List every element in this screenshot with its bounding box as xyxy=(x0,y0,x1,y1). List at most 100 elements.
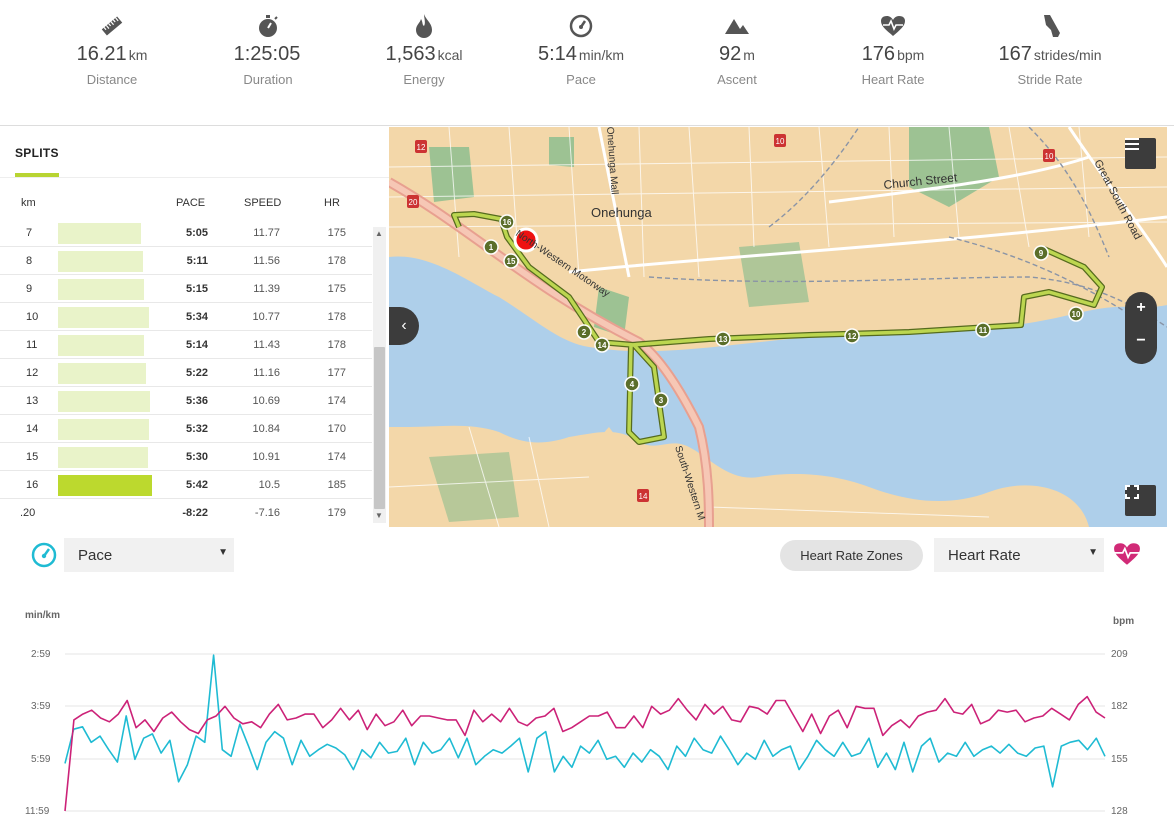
route-marker[interactable]: 16 xyxy=(499,214,515,230)
splits-scrollbar[interactable]: ▲ ▼ xyxy=(373,227,386,523)
pace-bar xyxy=(58,223,141,244)
right-metric-select[interactable]: Heart Rate ▼ xyxy=(934,538,1104,572)
split-hr: 177 xyxy=(327,367,346,379)
stat-stride-rate: 167 strides/min Stride Rate xyxy=(975,12,1125,87)
dropdown-arrow-icon: ▼ xyxy=(218,547,228,558)
stat-value: 92 xyxy=(719,43,742,65)
road-shield-label: 10 xyxy=(1045,152,1054,161)
right-axis-label: bpm xyxy=(1113,616,1134,627)
split-pace: -8:22 xyxy=(182,507,208,519)
table-row[interactable]: 14 5:32 10.84 170 xyxy=(0,415,372,443)
route-marker[interactable]: 12 xyxy=(844,328,860,344)
stat-unit: m xyxy=(743,47,755,63)
tab-active-indicator xyxy=(15,173,59,177)
right-tick-label: 182 xyxy=(1111,701,1128,712)
fullscreen-button[interactable] xyxy=(1125,485,1156,516)
pace-bar xyxy=(58,363,146,384)
table-row[interactable]: 11 5:14 11.43 178 xyxy=(0,331,372,359)
summary-bar: 16.21 km Distance 1:25:05 Duration 1,563 k… xyxy=(0,0,1174,126)
splits-table: 7 5:05 11.77 175 8 5:11 11.56 178 9 5:15… xyxy=(0,219,372,527)
route-marker[interactable]: 1 xyxy=(483,239,499,255)
split-km: 16 xyxy=(26,479,39,491)
header-pace: PACE xyxy=(176,197,206,209)
park-area xyxy=(429,147,474,202)
stat-value: 1:25:05 xyxy=(233,43,301,65)
table-row[interactable]: 13 5:36 10.69 174 xyxy=(0,387,372,415)
route-marker[interactable]: 15 xyxy=(503,253,519,269)
route-marker-label: 4 xyxy=(630,380,635,389)
left-metric-select[interactable]: Pace ▼ xyxy=(64,538,234,572)
table-row[interactable]: 12 5:22 11.16 177 xyxy=(0,359,372,387)
table-row[interactable]: 8 5:11 11.56 178 xyxy=(0,247,372,275)
zoom-in-button[interactable]: + xyxy=(1136,299,1146,316)
route-marker[interactable]: 14 xyxy=(594,337,610,353)
split-km: 10 xyxy=(26,311,39,323)
pace-hr-chart[interactable]: min/km bpm 2:59 3:59 5:59 11:59 209 182 … xyxy=(0,580,1174,837)
stat-label: Stride Rate xyxy=(1017,72,1083,87)
map-menu-button[interactable] xyxy=(1125,138,1156,169)
zoom-control: + − xyxy=(1125,292,1157,364)
left-tick-label: 3:59 xyxy=(31,701,51,712)
route-marker-label: 2 xyxy=(582,328,587,337)
split-pace: 5:05 xyxy=(185,227,208,239)
split-km: 13 xyxy=(26,395,39,407)
pace-bar xyxy=(58,335,144,356)
route-marker[interactable]: 4 xyxy=(624,376,640,392)
route-marker[interactable]: 13 xyxy=(715,331,731,347)
pace-bar xyxy=(58,391,150,412)
split-km: 15 xyxy=(26,451,39,463)
tab-splits[interactable]: SPLITS xyxy=(15,146,59,160)
chevron-left-icon: ‹ xyxy=(401,317,407,334)
pace-gauge-icon xyxy=(30,541,58,574)
table-row[interactable]: .20 -8:22 -7.16 179 xyxy=(0,499,372,527)
route-marker[interactable]: 10 xyxy=(1068,306,1084,322)
split-speed: 10.84 xyxy=(252,423,280,435)
route-marker[interactable]: 11 xyxy=(975,322,991,338)
road-shields: 12 20 10 10 14 xyxy=(407,134,1055,502)
left-tick-label: 5:59 xyxy=(31,754,51,765)
map-label-suburb: Onehunga xyxy=(591,205,652,220)
split-pace: 5:15 xyxy=(185,283,208,295)
split-hr: 174 xyxy=(327,395,346,407)
flame-icon xyxy=(349,12,499,40)
route-map[interactable]: 1 2 3 4 9 10 11 12 13 14 15 16 12 20 10 … xyxy=(389,127,1167,527)
split-speed: 10.5 xyxy=(258,479,280,491)
left-tick-label: 11:59 xyxy=(25,806,50,817)
current-position-marker xyxy=(513,227,539,253)
table-row[interactable]: 9 5:15 11.39 175 xyxy=(0,275,372,303)
stat-unit: bpm xyxy=(897,47,925,63)
split-pace: 5:42 xyxy=(185,479,208,491)
route-marker-label: 9 xyxy=(1039,249,1044,258)
stat-pace: 5:14 min/km Pace xyxy=(506,12,656,87)
route-marker[interactable]: 2 xyxy=(576,324,592,340)
scrollbar-thumb[interactable] xyxy=(374,347,385,509)
table-row[interactable]: 15 5:30 10.91 174 xyxy=(0,443,372,471)
zoom-out-button[interactable]: − xyxy=(1136,332,1146,349)
road-shield: 20 xyxy=(407,195,419,208)
heart-rate-zones-button[interactable]: Heart Rate Zones xyxy=(780,540,923,571)
main-roads xyxy=(389,127,1167,527)
table-row[interactable]: 16 5:42 10.5 185 xyxy=(0,471,372,499)
route-marker[interactable]: 9 xyxy=(1033,245,1049,261)
pace-bar-highlighted xyxy=(58,475,152,496)
route-marker[interactable]: 3 xyxy=(653,392,669,408)
table-row[interactable]: 7 5:05 11.77 175 xyxy=(0,219,372,247)
map-label-street: Onehunga Mall xyxy=(604,127,620,195)
collapse-panel-button[interactable]: ‹ xyxy=(389,307,419,345)
route-marker-label: 10 xyxy=(1072,310,1081,319)
split-hr: 178 xyxy=(327,339,346,351)
table-row[interactable]: 10 5:34 10.77 178 xyxy=(0,303,372,331)
pace-bar xyxy=(58,279,144,300)
stat-unit: strides/min xyxy=(1033,47,1102,63)
park-area xyxy=(429,452,519,522)
road-shield-label: 20 xyxy=(409,198,418,207)
split-km: 8 xyxy=(26,255,33,267)
stopwatch-icon xyxy=(193,12,343,40)
right-tick-label: 155 xyxy=(1111,754,1128,765)
park-area xyxy=(909,127,999,207)
stat-label: Ascent xyxy=(717,72,757,87)
scroll-down-arrow-icon[interactable]: ▼ xyxy=(375,511,383,520)
scroll-up-arrow-icon[interactable]: ▲ xyxy=(375,229,383,238)
route-markers: 1 2 3 4 9 10 11 12 13 14 15 16 xyxy=(483,214,1084,408)
stat-duration: 1:25:05 Duration xyxy=(193,12,343,87)
